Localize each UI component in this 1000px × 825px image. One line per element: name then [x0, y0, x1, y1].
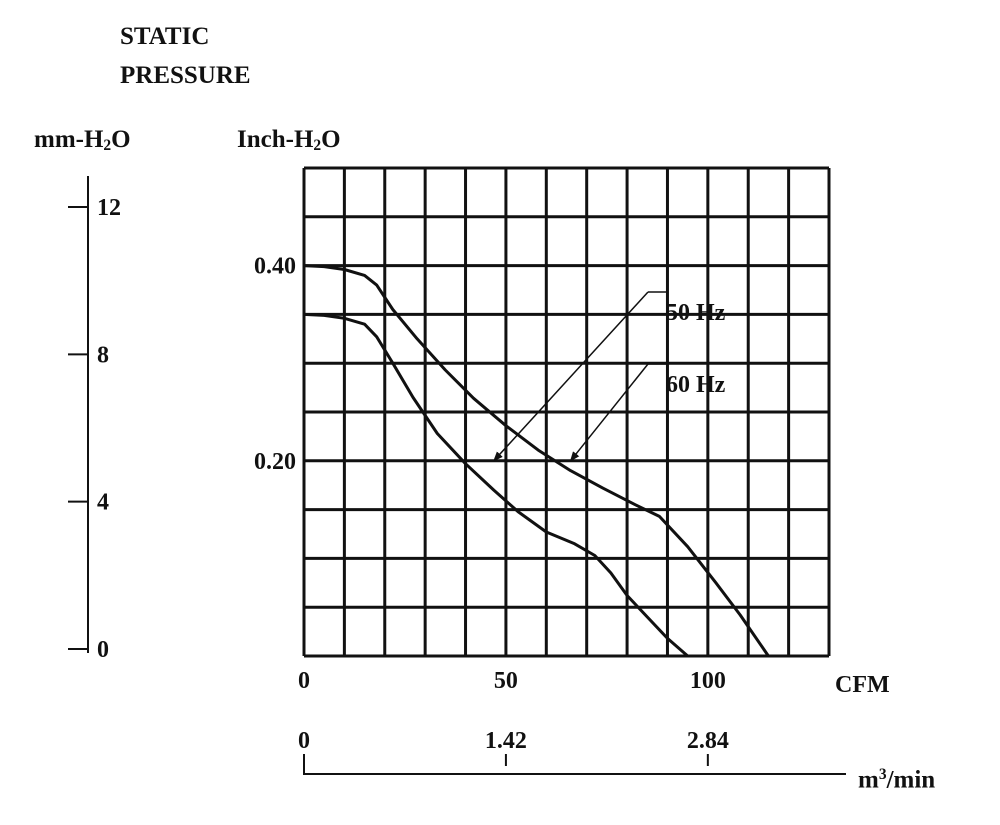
y-tick-label: 0.40 — [254, 254, 296, 280]
series-label: 50 Hz — [666, 300, 726, 326]
m3-tick-label: 2.84 — [687, 728, 729, 754]
y-tick-label: 0.20 — [254, 449, 296, 475]
mm-tick-label: 8 — [97, 342, 109, 368]
series-label: 60 Hz — [666, 372, 726, 398]
m3-tick-label: 1.42 — [485, 728, 527, 754]
x-tick-label: 50 — [494, 668, 518, 694]
x-tick-label: 100 — [690, 668, 726, 694]
mm-tick-label: 12 — [97, 195, 121, 221]
chart-title-line-2: PRESSURE — [120, 61, 251, 89]
y-axis-right-unit: Inch-H2O — [237, 126, 341, 154]
m3-axis-line — [303, 754, 846, 775]
mm-tick-label: 0 — [97, 637, 109, 663]
x-axis-secondary-label: m3/min — [858, 766, 936, 794]
chart-title: STATIC PRESSURE — [120, 18, 251, 96]
mm-tick-label: 4 — [97, 490, 109, 516]
series-line-60-hz — [303, 264, 770, 657]
annotation-arrow — [493, 291, 649, 462]
x-tick-label: 0 — [298, 668, 310, 694]
annotation-arrow — [569, 363, 649, 462]
y-axis-left-unit: mm-H2O — [34, 126, 131, 154]
m3-tick-label: 0 — [298, 728, 310, 754]
grid — [302, 166, 831, 658]
x-axis-label: CFM — [835, 672, 890, 698]
series-line-50-hz — [303, 312, 689, 658]
chart-title-line-1: STATIC — [120, 23, 210, 50]
